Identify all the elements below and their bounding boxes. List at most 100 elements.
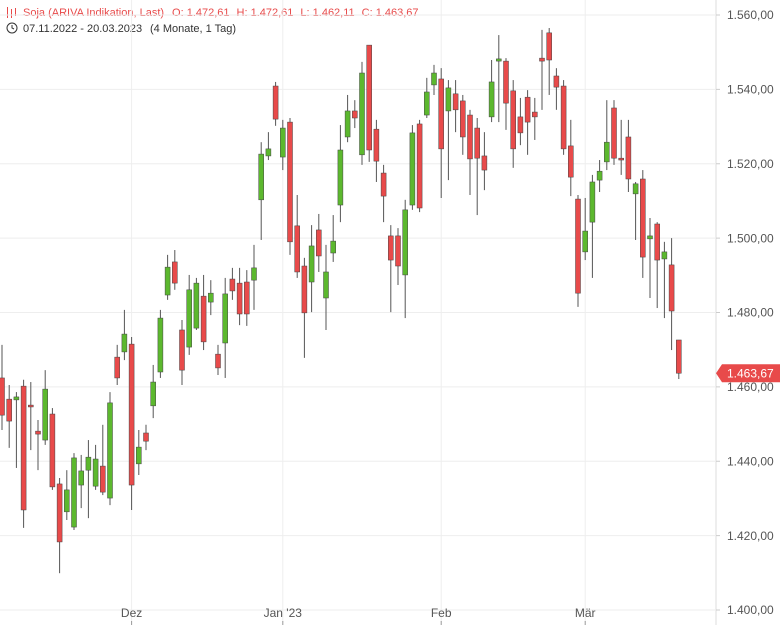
candle-body <box>553 75 560 88</box>
y-tick-label: 1.440,00 <box>727 454 774 468</box>
candle <box>366 44 372 162</box>
candle <box>452 80 459 133</box>
candle-body <box>424 91 430 116</box>
candle <box>100 424 106 496</box>
candle <box>114 344 120 386</box>
candle-body <box>452 93 459 111</box>
candle <box>496 35 502 123</box>
candle-body <box>78 470 84 486</box>
candle-body <box>229 278 236 292</box>
candle-body <box>330 240 336 254</box>
candle <box>589 174 596 278</box>
candle <box>280 119 286 171</box>
candle <box>229 267 236 300</box>
candle <box>200 274 207 351</box>
candle <box>661 241 668 319</box>
header: Soja (ARIVA Indikation, Last) 07.11.2022… <box>6 7 236 35</box>
candle <box>517 97 524 146</box>
candle <box>568 119 574 197</box>
candle-body <box>618 157 624 161</box>
last-price-marker <box>716 364 780 383</box>
candle <box>172 250 178 290</box>
candle-body <box>49 413 56 488</box>
candle <box>467 109 473 195</box>
candle <box>337 125 344 223</box>
candle-body <box>546 32 552 61</box>
candle-body <box>208 292 214 303</box>
candle-body <box>532 111 538 118</box>
candle <box>128 337 135 510</box>
candle <box>611 100 617 165</box>
candle-body <box>20 385 27 511</box>
candle-body <box>481 155 488 171</box>
candle-body <box>287 121 293 243</box>
candle <box>323 244 329 330</box>
candle-body <box>193 282 200 329</box>
candle <box>402 199 408 319</box>
candle <box>395 228 401 285</box>
candle-body <box>524 96 531 123</box>
candle <box>539 29 545 110</box>
candle <box>503 58 509 130</box>
candle <box>193 277 200 330</box>
candle <box>647 218 653 298</box>
header-value: C: 1.463,67 <box>362 7 419 19</box>
candle <box>488 59 495 123</box>
candle-body <box>85 456 92 471</box>
candle-body <box>575 198 581 294</box>
candle-body <box>373 128 380 162</box>
candle <box>301 257 308 358</box>
candle-body <box>200 295 207 343</box>
candle <box>308 225 315 313</box>
candle <box>373 119 380 182</box>
candle <box>532 97 538 140</box>
header-value: L: 1.462,11 <box>300 7 354 19</box>
candle <box>409 125 416 210</box>
candle <box>0 344 5 431</box>
candle-body <box>157 317 164 373</box>
candle-body <box>114 356 120 379</box>
candle-body <box>596 170 603 181</box>
candle <box>179 319 185 386</box>
candle-body <box>344 110 351 138</box>
candle-body <box>215 353 221 369</box>
candle <box>431 64 437 95</box>
header-value: O: 1.472,61 <box>172 7 230 19</box>
candle <box>294 194 300 278</box>
y-tick-label: 1.500,00 <box>727 231 774 245</box>
grid <box>0 0 716 622</box>
candle <box>359 61 365 165</box>
candle <box>244 270 250 326</box>
candle-body <box>172 261 178 284</box>
candle-body <box>64 489 70 513</box>
candle <box>676 339 682 380</box>
candle-body <box>236 282 243 315</box>
candle <box>553 68 560 110</box>
candle-body <box>179 329 185 371</box>
candle-body <box>568 145 574 178</box>
candle <box>510 80 516 168</box>
candle <box>49 408 56 490</box>
candle-body <box>100 465 106 493</box>
candle-body <box>409 132 416 206</box>
candle-body <box>661 251 668 260</box>
candle <box>460 94 466 155</box>
candle-body <box>668 264 675 312</box>
candle <box>424 77 430 119</box>
candle <box>654 222 660 309</box>
candle-body <box>625 136 632 180</box>
candle-body <box>107 402 113 499</box>
candle <box>35 419 41 471</box>
candle <box>107 392 113 506</box>
date-range: 07.11.2022 - 20.03.2023 <box>23 23 142 35</box>
y-tick-label: 1.560,00 <box>727 8 774 22</box>
header-value: H: 1.472,61 <box>237 7 294 19</box>
candle-body <box>13 396 20 401</box>
candle-body <box>337 149 344 206</box>
candle <box>6 385 12 448</box>
y-tick-label: 1.480,00 <box>727 306 774 320</box>
candle-body <box>560 85 567 150</box>
candle-body <box>186 289 192 348</box>
candle-body <box>164 266 171 296</box>
candle-body <box>647 235 653 240</box>
